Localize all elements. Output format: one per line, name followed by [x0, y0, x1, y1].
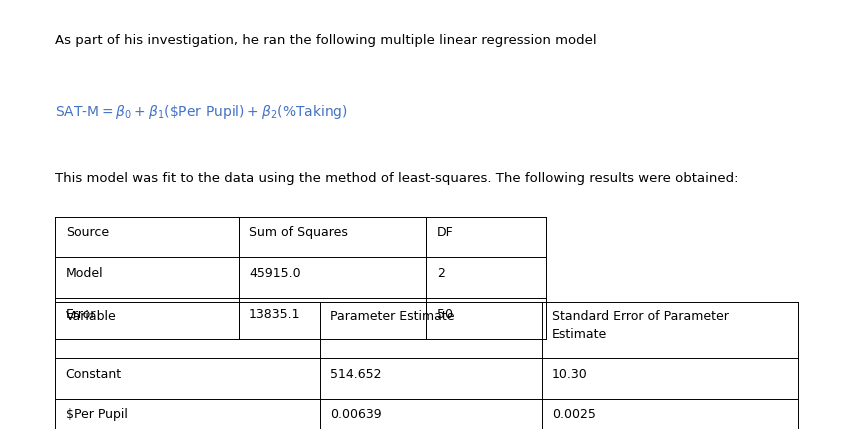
- Text: $Per Pupil: $Per Pupil: [66, 408, 128, 421]
- Text: Sum of Squares: Sum of Squares: [249, 226, 348, 239]
- Text: Standard Error of Parameter
Estimate: Standard Error of Parameter Estimate: [551, 310, 728, 341]
- Text: Model: Model: [66, 267, 103, 280]
- Text: 45915.0: 45915.0: [249, 267, 301, 280]
- Text: DF: DF: [436, 226, 453, 239]
- Text: 50: 50: [436, 308, 452, 320]
- Text: Constant: Constant: [66, 368, 122, 381]
- Text: Parameter Estimate: Parameter Estimate: [330, 310, 454, 323]
- Text: 0.0025: 0.0025: [551, 408, 595, 421]
- Text: 514.652: 514.652: [330, 368, 381, 381]
- Text: Error: Error: [66, 308, 96, 320]
- Text: As part of his investigation, he ran the following multiple linear regression mo: As part of his investigation, he ran the…: [55, 34, 596, 47]
- Text: 13835.1: 13835.1: [249, 308, 300, 320]
- Text: This model was fit to the data using the method of least-squares. The following : This model was fit to the data using the…: [55, 172, 738, 184]
- Text: Source: Source: [66, 226, 109, 239]
- Text: $\mathsf{SAT\text{-}M} = \boldsymbol{\beta_0}+\boldsymbol{\beta_1}\mathsf{(\$Per: $\mathsf{SAT\text{-}M} = \boldsymbol{\be…: [55, 103, 348, 121]
- Text: 2: 2: [436, 267, 444, 280]
- Text: 0.00639: 0.00639: [330, 408, 382, 421]
- Text: Variable: Variable: [66, 310, 116, 323]
- Text: 10.30: 10.30: [551, 368, 587, 381]
